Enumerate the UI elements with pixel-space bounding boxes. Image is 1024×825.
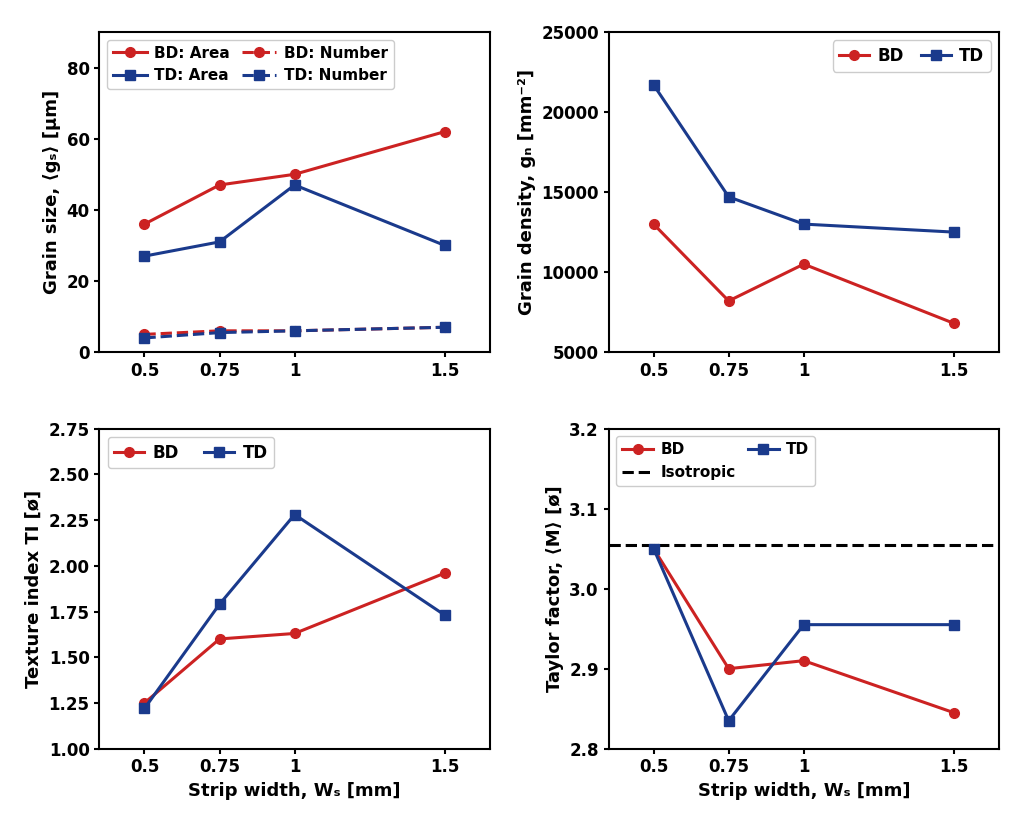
Line: BD: Number: BD: Number (139, 323, 450, 339)
BD (948, 318, 961, 328)
TD (798, 620, 810, 629)
BD: Number: (0.75, 6): Number: (0.75, 6) (213, 326, 225, 336)
Legend: BD, TD: BD, TD (108, 437, 274, 469)
TD (723, 716, 735, 726)
TD (647, 80, 659, 90)
BD: Area: (1.5, 62): Area: (1.5, 62) (438, 127, 451, 137)
BD (647, 219, 659, 229)
TD: Number: (1.5, 7): Number: (1.5, 7) (438, 323, 451, 332)
BD: Area: (0.5, 36): Area: (0.5, 36) (138, 219, 151, 229)
Y-axis label: Texture index TI [ø]: Texture index TI [ø] (25, 489, 43, 688)
TD: Area: (1.5, 30): Area: (1.5, 30) (438, 241, 451, 251)
Y-axis label: Grain density, gₙ [mm⁻²]: Grain density, gₙ [mm⁻²] (518, 69, 536, 315)
BD (723, 296, 735, 306)
Line: TD: TD (139, 510, 450, 714)
Line: TD: TD (649, 80, 958, 237)
Line: TD: Area: TD: Area (139, 180, 450, 261)
BD: Number: (1, 6): Number: (1, 6) (289, 326, 301, 336)
Line: BD: Area: BD: Area (139, 127, 450, 229)
TD (138, 704, 151, 714)
TD (948, 620, 961, 629)
BD (647, 544, 659, 554)
TD (798, 219, 810, 229)
Line: BD: BD (649, 544, 958, 718)
TD: Area: (1, 47): Area: (1, 47) (289, 180, 301, 190)
BD: Number: (0.5, 5): Number: (0.5, 5) (138, 329, 151, 339)
Line: BD: BD (139, 568, 450, 708)
Isotropic (798, 540, 810, 549)
BD (948, 708, 961, 718)
BD (723, 664, 735, 674)
BD (213, 634, 225, 644)
Y-axis label: Taylor factor, ⟨M⟩ [ø]: Taylor factor, ⟨M⟩ [ø] (546, 485, 563, 692)
TD (647, 544, 659, 554)
Legend: BD, Isotropic, TD, : BD, Isotropic, TD, (616, 436, 815, 486)
Line: TD: TD (649, 544, 958, 725)
TD (213, 599, 225, 609)
Line: TD: Number: TD: Number (139, 323, 450, 343)
Isotropic (498, 540, 510, 549)
TD (948, 227, 961, 237)
TD: Number: (1, 6): Number: (1, 6) (289, 326, 301, 336)
BD: Number: (1.5, 7): Number: (1.5, 7) (438, 323, 451, 332)
BD (138, 698, 151, 708)
BD (438, 568, 451, 578)
BD (798, 656, 810, 666)
TD (289, 510, 301, 520)
TD: Number: (0.5, 4): Number: (0.5, 4) (138, 333, 151, 343)
Y-axis label: Grain size, ⟨gₛ⟩ [μm]: Grain size, ⟨gₛ⟩ [μm] (43, 90, 61, 295)
TD: Area: (0.75, 31): Area: (0.75, 31) (213, 237, 225, 247)
Line: BD: BD (649, 219, 958, 328)
TD (438, 610, 451, 620)
TD: Number: (0.75, 5.5): Number: (0.75, 5.5) (213, 328, 225, 337)
BD (289, 629, 301, 639)
TD (723, 192, 735, 202)
X-axis label: Strip width, Wₛ [mm]: Strip width, Wₛ [mm] (188, 782, 400, 800)
TD: Area: (0.5, 27): Area: (0.5, 27) (138, 251, 151, 261)
BD (798, 259, 810, 269)
BD: Area: (1, 50): Area: (1, 50) (289, 169, 301, 179)
Legend: BD: Area, TD: Area, BD: Number, TD: Number: BD: Area, TD: Area, BD: Number, TD: Numb… (108, 40, 394, 89)
BD: Area: (0.75, 47): Area: (0.75, 47) (213, 180, 225, 190)
Legend: BD, TD: BD, TD (833, 40, 990, 72)
X-axis label: Strip width, Wₛ [mm]: Strip width, Wₛ [mm] (697, 782, 910, 800)
